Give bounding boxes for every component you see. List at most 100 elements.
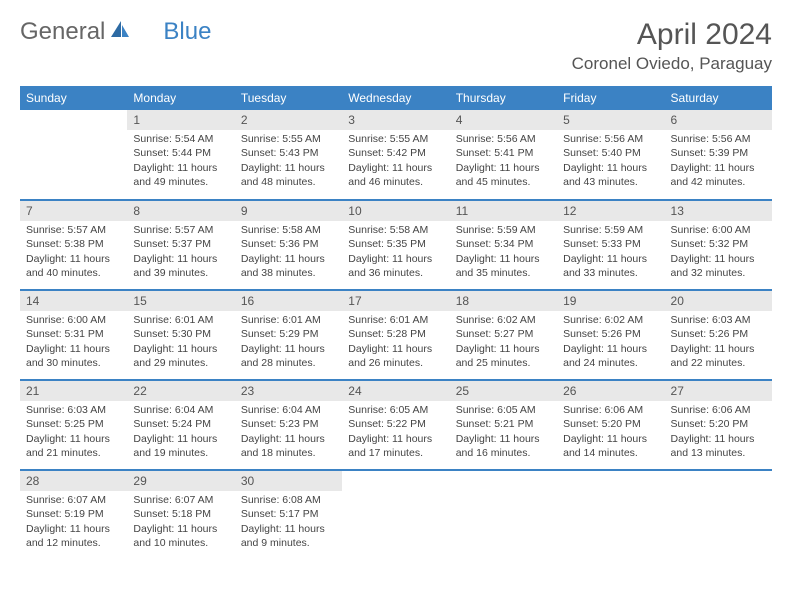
sunset-line: Sunset: 5:18 PM — [133, 507, 228, 521]
sunrise-line: Sunrise: 6:05 AM — [456, 403, 551, 417]
calendar-table: Sunday Monday Tuesday Wednesday Thursday… — [20, 86, 772, 560]
sunrise-line: Sunrise: 5:56 AM — [456, 132, 551, 146]
sunrise-line: Sunrise: 5:55 AM — [241, 132, 336, 146]
sunrise-line: Sunrise: 5:59 AM — [563, 223, 658, 237]
daylight-line: Daylight: 11 hours and 42 minutes. — [671, 161, 766, 189]
day-details: Sunrise: 5:58 AMSunset: 5:36 PMDaylight:… — [235, 221, 342, 284]
sunset-line: Sunset: 5:42 PM — [348, 146, 443, 160]
calendar-week-row: 1Sunrise: 5:54 AMSunset: 5:44 PMDaylight… — [20, 110, 772, 200]
day-number: 27 — [665, 381, 772, 401]
sunset-line: Sunset: 5:21 PM — [456, 417, 551, 431]
sunrise-line: Sunrise: 6:00 AM — [26, 313, 121, 327]
sunset-line: Sunset: 5:20 PM — [563, 417, 658, 431]
sunrise-line: Sunrise: 5:56 AM — [563, 132, 658, 146]
sunset-line: Sunset: 5:31 PM — [26, 327, 121, 341]
sunrise-line: Sunrise: 5:57 AM — [26, 223, 121, 237]
calendar-day-cell: 11Sunrise: 5:59 AMSunset: 5:34 PMDayligh… — [450, 200, 557, 290]
calendar-day-cell: 4Sunrise: 5:56 AMSunset: 5:41 PMDaylight… — [450, 110, 557, 200]
daylight-line: Daylight: 11 hours and 10 minutes. — [133, 522, 228, 550]
day-details: Sunrise: 6:01 AMSunset: 5:30 PMDaylight:… — [127, 311, 234, 374]
day-number: 15 — [127, 291, 234, 311]
sunrise-line: Sunrise: 6:03 AM — [26, 403, 121, 417]
day-number: 6 — [665, 110, 772, 130]
day-number: 16 — [235, 291, 342, 311]
day-number: 28 — [20, 471, 127, 491]
calendar-day-cell: 2Sunrise: 5:55 AMSunset: 5:43 PMDaylight… — [235, 110, 342, 200]
sunset-line: Sunset: 5:38 PM — [26, 237, 121, 251]
daylight-line: Daylight: 11 hours and 32 minutes. — [671, 252, 766, 280]
day-details: Sunrise: 6:04 AMSunset: 5:23 PMDaylight:… — [235, 401, 342, 464]
sunset-line: Sunset: 5:19 PM — [26, 507, 121, 521]
day-number: 25 — [450, 381, 557, 401]
month-year-title: April 2024 — [572, 18, 772, 52]
logo-sail-icon — [109, 18, 131, 46]
daylight-line: Daylight: 11 hours and 14 minutes. — [563, 432, 658, 460]
daylight-line: Daylight: 11 hours and 39 minutes. — [133, 252, 228, 280]
weekday-header-row: Sunday Monday Tuesday Wednesday Thursday… — [20, 86, 772, 110]
sunrise-line: Sunrise: 6:06 AM — [671, 403, 766, 417]
col-sunday: Sunday — [20, 86, 127, 110]
calendar-day-cell: 9Sunrise: 5:58 AMSunset: 5:36 PMDaylight… — [235, 200, 342, 290]
sunrise-line: Sunrise: 5:56 AM — [671, 132, 766, 146]
calendar-day-cell: 28Sunrise: 6:07 AMSunset: 5:19 PMDayligh… — [20, 470, 127, 560]
calendar-day-cell: 26Sunrise: 6:06 AMSunset: 5:20 PMDayligh… — [557, 380, 664, 470]
location-subtitle: Coronel Oviedo, Paraguay — [572, 54, 772, 74]
col-friday: Friday — [557, 86, 664, 110]
day-number: 9 — [235, 201, 342, 221]
sunset-line: Sunset: 5:26 PM — [563, 327, 658, 341]
day-details: Sunrise: 6:08 AMSunset: 5:17 PMDaylight:… — [235, 491, 342, 554]
calendar-day-cell: 17Sunrise: 6:01 AMSunset: 5:28 PMDayligh… — [342, 290, 449, 380]
day-details: Sunrise: 6:00 AMSunset: 5:31 PMDaylight:… — [20, 311, 127, 374]
daylight-line: Daylight: 11 hours and 36 minutes. — [348, 252, 443, 280]
sunset-line: Sunset: 5:33 PM — [563, 237, 658, 251]
calendar-day-cell: 14Sunrise: 6:00 AMSunset: 5:31 PMDayligh… — [20, 290, 127, 380]
day-number: 10 — [342, 201, 449, 221]
col-thursday: Thursday — [450, 86, 557, 110]
day-number: 2 — [235, 110, 342, 130]
daylight-line: Daylight: 11 hours and 21 minutes. — [26, 432, 121, 460]
sunset-line: Sunset: 5:43 PM — [241, 146, 336, 160]
daylight-line: Daylight: 11 hours and 22 minutes. — [671, 342, 766, 370]
calendar-day-cell: 5Sunrise: 5:56 AMSunset: 5:40 PMDaylight… — [557, 110, 664, 200]
sunset-line: Sunset: 5:35 PM — [348, 237, 443, 251]
day-number: 11 — [450, 201, 557, 221]
calendar-day-cell: 1Sunrise: 5:54 AMSunset: 5:44 PMDaylight… — [127, 110, 234, 200]
day-number: 8 — [127, 201, 234, 221]
sunrise-line: Sunrise: 6:03 AM — [671, 313, 766, 327]
calendar-day-cell: 12Sunrise: 5:59 AMSunset: 5:33 PMDayligh… — [557, 200, 664, 290]
sunrise-line: Sunrise: 5:58 AM — [348, 223, 443, 237]
daylight-line: Daylight: 11 hours and 45 minutes. — [456, 161, 551, 189]
daylight-line: Daylight: 11 hours and 12 minutes. — [26, 522, 121, 550]
sunset-line: Sunset: 5:24 PM — [133, 417, 228, 431]
calendar-day-cell — [342, 470, 449, 560]
col-tuesday: Tuesday — [235, 86, 342, 110]
col-wednesday: Wednesday — [342, 86, 449, 110]
sunrise-line: Sunrise: 6:01 AM — [241, 313, 336, 327]
day-details: Sunrise: 5:58 AMSunset: 5:35 PMDaylight:… — [342, 221, 449, 284]
sunrise-line: Sunrise: 5:57 AM — [133, 223, 228, 237]
day-number: 5 — [557, 110, 664, 130]
sunset-line: Sunset: 5:41 PM — [456, 146, 551, 160]
day-details: Sunrise: 5:59 AMSunset: 5:34 PMDaylight:… — [450, 221, 557, 284]
day-details: Sunrise: 6:07 AMSunset: 5:19 PMDaylight:… — [20, 491, 127, 554]
day-details: Sunrise: 6:01 AMSunset: 5:29 PMDaylight:… — [235, 311, 342, 374]
calendar-day-cell — [450, 470, 557, 560]
calendar-day-cell — [557, 470, 664, 560]
day-details: Sunrise: 6:06 AMSunset: 5:20 PMDaylight:… — [557, 401, 664, 464]
logo-word-blue: Blue — [163, 18, 211, 46]
logo: General Blue — [20, 18, 211, 46]
calendar-day-cell: 13Sunrise: 6:00 AMSunset: 5:32 PMDayligh… — [665, 200, 772, 290]
sunset-line: Sunset: 5:39 PM — [671, 146, 766, 160]
sunset-line: Sunset: 5:26 PM — [671, 327, 766, 341]
sunrise-line: Sunrise: 6:07 AM — [26, 493, 121, 507]
daylight-line: Daylight: 11 hours and 33 minutes. — [563, 252, 658, 280]
daylight-line: Daylight: 11 hours and 40 minutes. — [26, 252, 121, 280]
day-number: 24 — [342, 381, 449, 401]
day-number: 14 — [20, 291, 127, 311]
daylight-line: Daylight: 11 hours and 28 minutes. — [241, 342, 336, 370]
calendar-day-cell: 25Sunrise: 6:05 AMSunset: 5:21 PMDayligh… — [450, 380, 557, 470]
daylight-line: Daylight: 11 hours and 9 minutes. — [241, 522, 336, 550]
daylight-line: Daylight: 11 hours and 38 minutes. — [241, 252, 336, 280]
sunset-line: Sunset: 5:17 PM — [241, 507, 336, 521]
calendar-day-cell: 23Sunrise: 6:04 AMSunset: 5:23 PMDayligh… — [235, 380, 342, 470]
